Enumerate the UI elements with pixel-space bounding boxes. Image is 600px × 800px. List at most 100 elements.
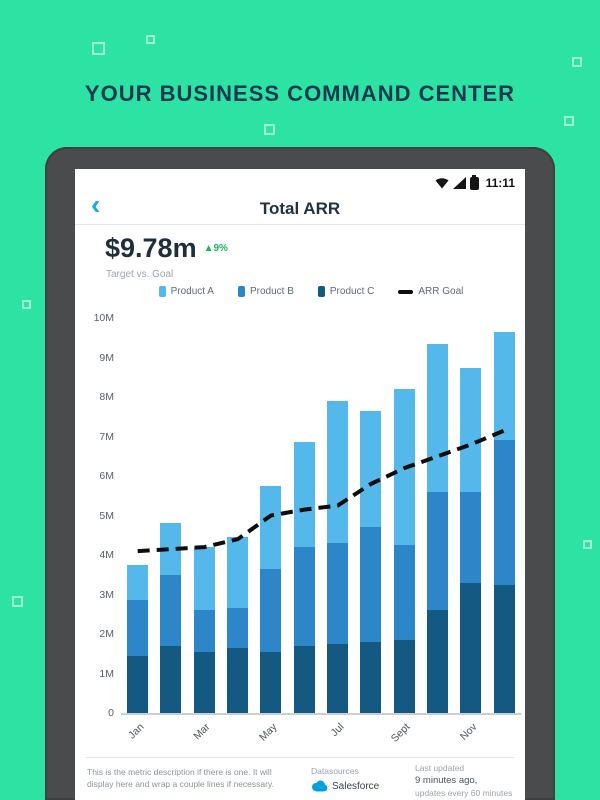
screen-title: Total ARR xyxy=(259,199,341,218)
product-c-segment xyxy=(393,639,415,713)
bar-slot xyxy=(121,318,154,713)
bar-slot xyxy=(254,318,287,713)
product-b-segment xyxy=(160,574,182,646)
last-updated-value: 9 minutes ago, xyxy=(415,775,478,786)
header-divider xyxy=(75,224,525,225)
bar-slot xyxy=(288,318,321,713)
bar-may[interactable] xyxy=(260,485,282,713)
bar-slot xyxy=(154,318,187,713)
product-b-segment xyxy=(493,440,515,585)
up-arrow-icon: ▲ xyxy=(203,243,214,254)
product-b-segment xyxy=(227,608,249,648)
y-tick-label: 0 xyxy=(108,707,114,719)
product-a-segment xyxy=(227,537,249,609)
bar-apr[interactable] xyxy=(227,537,249,713)
bar-feb[interactable] xyxy=(160,523,182,713)
legend-item-product-a[interactable]: Product A xyxy=(158,286,214,297)
tablet-frame: 11:11 ‹ Total ARR $9.78m ▲9% Target vs. … xyxy=(45,147,555,800)
last-updated-label: Last updated xyxy=(415,763,465,773)
product-b-segment xyxy=(293,547,315,646)
y-tick-label: 4M xyxy=(99,549,114,561)
legend-item-arr-goal[interactable]: ARR Goal xyxy=(398,286,463,297)
x-tick-label-may: May xyxy=(256,721,280,744)
y-tick-label: 7M xyxy=(99,430,114,443)
product-b-segment xyxy=(260,568,282,652)
product-c-segment xyxy=(160,645,182,713)
bar-jun[interactable] xyxy=(293,442,315,713)
bar-jul[interactable] xyxy=(327,401,349,713)
status-bar: 11:11 xyxy=(435,174,515,190)
product-a-segment xyxy=(427,343,449,492)
back-button[interactable]: ‹ xyxy=(91,189,101,220)
bar-jan[interactable] xyxy=(127,564,149,713)
decor-square xyxy=(564,116,574,126)
legend-item-product-c[interactable]: Product C xyxy=(317,286,375,297)
tablet-screen: 11:11 ‹ Total ARR $9.78m ▲9% Target vs. … xyxy=(75,169,525,800)
legend-label: Product C xyxy=(329,286,375,297)
product-b-segment xyxy=(427,491,449,611)
product-a-segment xyxy=(493,331,515,441)
product-a-segment xyxy=(127,564,149,601)
bar-sept[interactable] xyxy=(393,389,415,713)
product-b-segment xyxy=(460,491,482,583)
footer-divider xyxy=(85,757,515,758)
y-tick-label: 10M xyxy=(93,312,114,324)
product-c-segment xyxy=(293,645,315,713)
bar-slot xyxy=(188,318,221,713)
x-tick-label-jan: Jan xyxy=(125,721,147,742)
datasource-salesforce[interactable]: Salesforce xyxy=(311,780,379,792)
bar-oct[interactable] xyxy=(427,343,449,713)
datasource-name: Salesforce xyxy=(332,780,380,792)
y-tick-label: 9M xyxy=(99,351,114,364)
bar-swatch-icon xyxy=(158,286,166,297)
product-c-segment xyxy=(227,647,249,713)
y-tick-label: 6M xyxy=(99,470,114,482)
product-a-segment xyxy=(260,485,282,569)
y-tick-label: 2M xyxy=(99,628,114,640)
metric-value: $9.78m xyxy=(105,233,197,263)
y-tick-label: 8M xyxy=(99,391,114,403)
product-a-segment xyxy=(293,442,315,548)
decor-square xyxy=(146,35,155,44)
chart-legend: Product A Product B Product C ARR Goal xyxy=(105,286,517,297)
y-tick-label: 5M xyxy=(99,509,114,522)
legend-label: Product A xyxy=(170,286,214,297)
chart-plot xyxy=(121,318,521,715)
wifi-icon xyxy=(435,178,449,189)
product-c-segment xyxy=(327,643,349,713)
product-a-segment xyxy=(360,410,382,528)
bar-slot xyxy=(421,318,454,713)
product-c-segment xyxy=(193,651,215,713)
bar-nov[interactable] xyxy=(460,367,482,713)
last-updated-block: Last updated 9 minutes ago, updates ever… xyxy=(415,763,512,798)
battery-icon xyxy=(469,174,479,190)
product-b-segment xyxy=(193,610,215,652)
x-tick-label-jul: Jul xyxy=(328,721,347,739)
product-c-segment xyxy=(493,584,515,713)
legend-label: Product B xyxy=(249,286,294,297)
bar-swatch-icon xyxy=(317,286,325,297)
clock: 11:11 xyxy=(485,176,515,190)
bar-mar[interactable] xyxy=(193,547,215,713)
legend-item-product-b[interactable]: Product B xyxy=(237,286,294,297)
product-c-segment xyxy=(460,582,482,713)
legend-label: ARR Goal xyxy=(418,286,464,297)
product-c-segment xyxy=(260,651,282,713)
metric-caption: Target vs. Goal xyxy=(106,269,174,280)
cellular-signal-icon xyxy=(452,177,466,189)
update-frequency: updates every 60 minutes xyxy=(415,788,513,798)
product-a-segment xyxy=(327,401,349,544)
decor-square xyxy=(12,596,23,607)
product-b-segment xyxy=(127,600,149,656)
metric-description: This is the metric description if there … xyxy=(87,767,274,790)
x-tick-label-nov: Nov xyxy=(457,721,480,743)
bar-dec[interactable] xyxy=(493,331,515,713)
product-a-segment xyxy=(460,367,482,492)
product-a-segment xyxy=(160,523,182,575)
y-tick-label: 3M xyxy=(99,588,114,601)
bar-aug[interactable] xyxy=(360,410,382,713)
bars xyxy=(121,318,521,713)
page-title: YOUR BUSINESS COMMAND CENTER xyxy=(84,80,516,106)
product-c-segment xyxy=(427,610,449,713)
decor-square xyxy=(22,300,31,309)
